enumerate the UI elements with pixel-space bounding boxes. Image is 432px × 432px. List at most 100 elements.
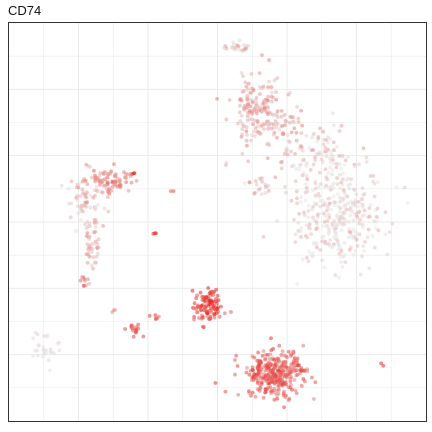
data-point	[48, 368, 52, 373]
data-point	[289, 354, 293, 358]
data-point	[297, 167, 302, 172]
data-point	[354, 212, 359, 216]
data-point	[255, 358, 260, 363]
data-point	[87, 281, 92, 286]
data-point	[293, 361, 298, 366]
data-point	[300, 123, 304, 128]
data-point	[246, 97, 250, 102]
data-point	[222, 311, 227, 316]
data-point	[376, 228, 381, 233]
data-point	[256, 371, 261, 376]
data-point	[376, 180, 380, 184]
data-point	[356, 204, 360, 209]
data-point	[245, 114, 250, 118]
data-point	[265, 112, 270, 117]
data-point	[328, 156, 333, 161]
data-point	[246, 81, 251, 86]
data-point	[334, 234, 339, 239]
data-point	[367, 266, 372, 271]
data-point	[315, 212, 320, 217]
data-point	[263, 368, 268, 373]
data-point	[83, 222, 87, 227]
data-point	[90, 263, 94, 268]
data-point	[216, 310, 221, 314]
data-point	[339, 180, 344, 185]
data-point	[297, 146, 302, 151]
data-point	[265, 156, 270, 161]
data-point	[300, 173, 305, 178]
data-point	[258, 176, 262, 181]
data-point	[69, 201, 74, 206]
data-point	[290, 368, 294, 372]
data-point	[371, 174, 376, 178]
data-point	[190, 288, 195, 293]
data-point	[302, 157, 306, 162]
data-point	[293, 179, 298, 184]
data-point	[340, 265, 345, 270]
data-point	[171, 189, 176, 194]
data-point	[308, 168, 313, 172]
data-point	[342, 253, 347, 257]
data-point	[310, 188, 315, 193]
data-point	[239, 114, 244, 118]
data-point	[331, 147, 336, 152]
data-point	[296, 116, 301, 121]
data-point	[299, 384, 304, 388]
data-point	[381, 363, 386, 368]
data-point	[314, 227, 319, 232]
data-point	[229, 310, 233, 314]
data-point	[339, 249, 344, 254]
data-point	[339, 123, 344, 128]
data-point	[272, 373, 276, 378]
data-point	[249, 138, 254, 143]
data-point	[245, 143, 249, 148]
data-point	[360, 197, 364, 202]
data-point	[323, 201, 327, 206]
data-point	[276, 380, 280, 385]
data-point	[272, 130, 277, 135]
data-point	[325, 224, 329, 228]
data-point	[280, 377, 284, 381]
data-point	[80, 275, 84, 280]
data-point	[244, 370, 249, 375]
data-point	[255, 103, 260, 108]
data-point	[123, 327, 127, 331]
data-point	[243, 80, 248, 85]
data-point	[282, 360, 287, 365]
data-point	[57, 348, 62, 353]
data-point	[335, 182, 340, 187]
data-point	[42, 352, 47, 356]
data-point	[303, 182, 308, 186]
chart-title: CD74	[8, 3, 42, 18]
data-point	[101, 224, 105, 228]
data-point	[87, 237, 92, 242]
data-point	[276, 363, 280, 368]
data-point	[298, 200, 303, 205]
data-point	[78, 278, 83, 283]
data-point	[199, 308, 203, 313]
data-point	[212, 312, 217, 317]
data-point	[335, 192, 340, 197]
data-point	[231, 40, 236, 45]
data-point	[233, 358, 237, 362]
data-point	[96, 251, 100, 256]
data-point	[198, 290, 203, 295]
data-point	[336, 247, 340, 252]
data-point	[260, 53, 264, 57]
data-point	[370, 234, 375, 239]
data-point	[267, 381, 272, 386]
data-point	[366, 227, 371, 232]
data-point	[338, 172, 342, 177]
data-point	[97, 173, 102, 178]
data-point	[360, 254, 364, 259]
data-point	[79, 209, 83, 213]
data-point	[192, 306, 196, 311]
data-point	[329, 153, 334, 157]
data-point	[132, 171, 136, 176]
data-point	[328, 160, 333, 165]
data-point	[92, 260, 97, 265]
data-point	[311, 132, 316, 137]
data-point	[195, 293, 200, 298]
data-point	[257, 364, 262, 368]
data-point	[86, 248, 91, 253]
